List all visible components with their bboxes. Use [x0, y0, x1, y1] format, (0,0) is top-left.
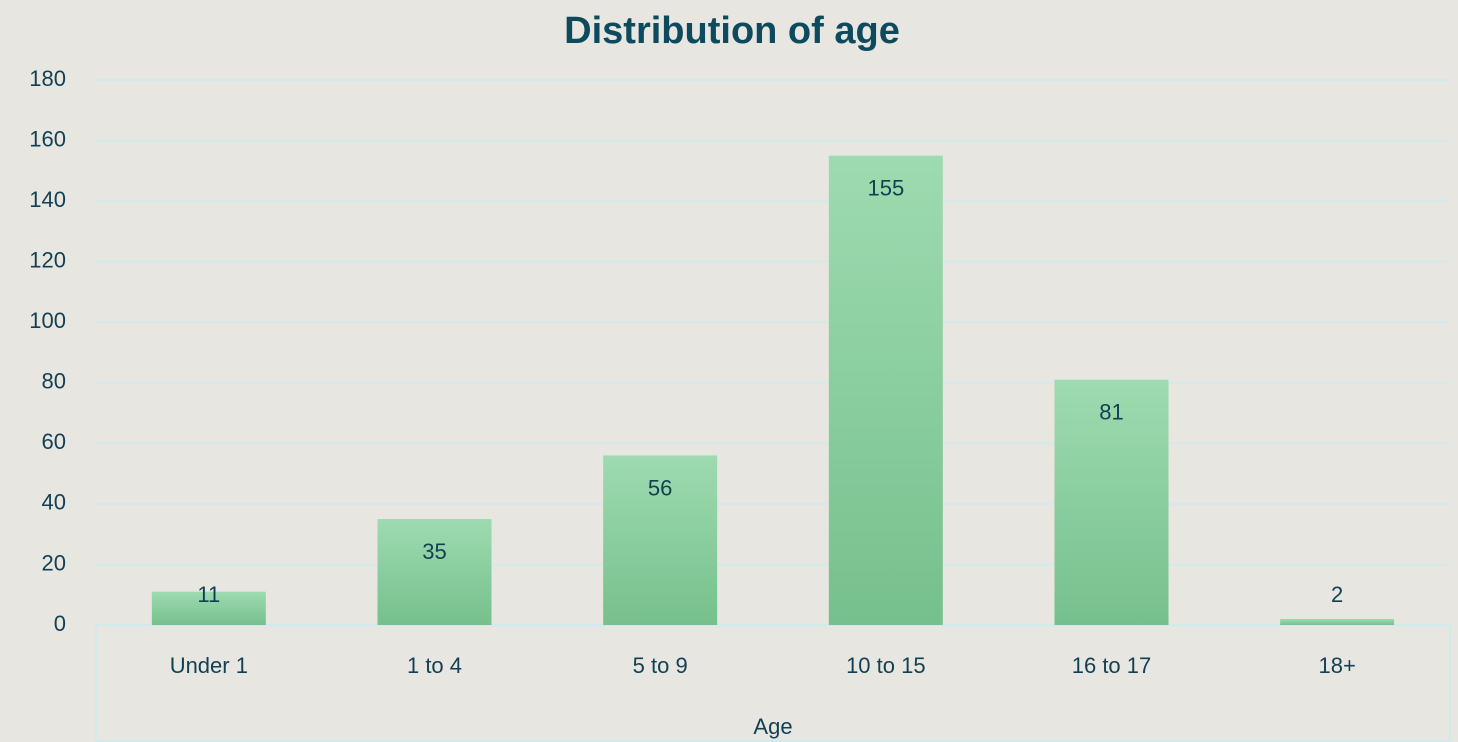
y-tick-label: 40 [42, 490, 66, 515]
bar [828, 155, 943, 625]
data-label: 155 [867, 176, 904, 201]
x-tick-label: Under 1 [170, 653, 248, 678]
y-tick-label: 180 [29, 66, 66, 91]
bar [603, 455, 718, 625]
y-tick-label: 0 [54, 611, 66, 636]
y-tick-label: 120 [29, 247, 66, 272]
y-tick-label: 60 [42, 429, 66, 454]
data-label: 56 [648, 475, 672, 500]
chart-title: Distribution of age [564, 10, 900, 52]
bar [377, 519, 492, 625]
x-tick-label: 10 to 15 [846, 653, 926, 678]
x-tick-label: 18+ [1319, 653, 1356, 678]
bar [1054, 379, 1169, 625]
x-tick-label: 16 to 17 [1072, 653, 1152, 678]
y-tick-label: 160 [29, 126, 66, 151]
x-tick-label: 1 to 4 [407, 653, 462, 678]
data-label: 35 [422, 539, 446, 564]
y-tick-label: 80 [42, 369, 66, 394]
y-tick-label: 140 [29, 187, 66, 212]
bar [151, 591, 266, 625]
bar [1280, 618, 1395, 625]
x-axis-label: Age [753, 714, 792, 739]
y-tick-label: 20 [42, 550, 66, 575]
x-tick-label: 5 to 9 [633, 653, 688, 678]
data-label: 2 [1331, 582, 1343, 607]
y-tick-label: 100 [29, 308, 66, 333]
data-label: 11 [197, 582, 220, 607]
data-label: 81 [1099, 400, 1123, 425]
